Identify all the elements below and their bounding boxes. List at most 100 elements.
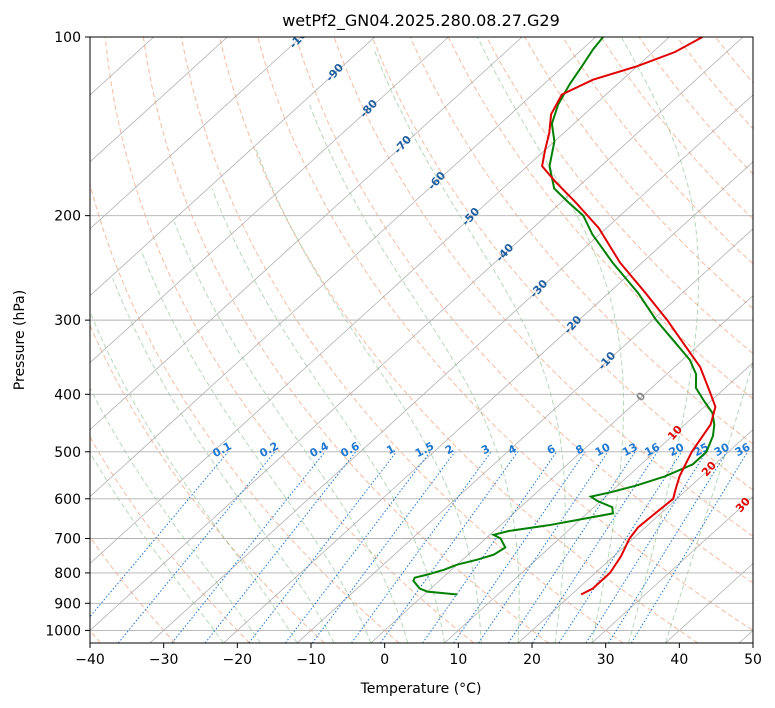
isotherm [444, 362, 753, 643]
y-tick-label: 700 [54, 532, 81, 548]
dewpoint-line [412, 37, 716, 596]
mixing-ratio-line [379, 451, 519, 643]
chart-title: wetPf2_GN04.2025.280.08.27.G29 [282, 11, 560, 31]
isotherm [370, 295, 753, 643]
x-axis-label: Temperature (°C) [360, 681, 482, 697]
isotherm [591, 496, 753, 643]
x-tick-label: 50 [744, 652, 762, 668]
moist-adiabat [309, 104, 520, 643]
dry-adiabat [142, 37, 549, 643]
isotherm-label: 40 [767, 531, 775, 551]
x-axis-ticks: −40 −30 −20 −10 0 10 20 30 40 50 [75, 643, 762, 668]
moist-adiabat [476, 37, 624, 643]
mixing-ratio-line [171, 451, 326, 643]
mixing-ratio-line [90, 451, 229, 618]
mixing-ratio-line [422, 451, 557, 643]
moist-adiabat [173, 221, 409, 643]
dry-adiabat [371, 37, 753, 491]
x-tick-label: −10 [296, 652, 326, 668]
moist-adiabat [112, 278, 335, 643]
mixing-ratio-label: 3 [479, 442, 492, 457]
mixing-ratio-line [248, 451, 397, 643]
plot-frame [89, 36, 754, 644]
x-tick-label: −40 [75, 652, 105, 668]
dry-adiabat [409, 37, 753, 445]
mixing-ratio-label: 10 [593, 440, 613, 459]
dry-adiabat [333, 37, 753, 537]
moist-adiabat [665, 360, 753, 643]
y-tick-label: 500 [54, 445, 81, 461]
y-tick-label: 400 [54, 387, 81, 403]
moist-adiabats [90, 37, 753, 643]
isotherm [90, 37, 375, 297]
mixing-ratio-line [585, 451, 707, 643]
x-tick-label: 20 [523, 652, 541, 668]
isotherm [90, 37, 449, 364]
isotherm [90, 37, 523, 431]
mixing-ratio-label: 20 [667, 440, 687, 459]
isotherm [296, 228, 753, 643]
moist-adiabat [90, 387, 261, 643]
dry-adiabats [90, 37, 753, 643]
dry-adiabat [180, 37, 624, 643]
dry-adiabat [562, 37, 753, 265]
moist-adiabat [141, 251, 372, 643]
mixing-ratio-label: 16 [642, 440, 662, 459]
y-axis-label: Pressure (hPa) [12, 290, 28, 390]
mixing-ratio-label: 0.2 [257, 439, 280, 460]
mixing-ratio-line [117, 451, 276, 643]
mixing-ratio-label: 30 [712, 440, 732, 459]
mixing-ratio-label: 36 [733, 440, 753, 459]
isotherm [517, 429, 753, 643]
isotherm [149, 94, 753, 643]
moist-adiabat [620, 37, 700, 643]
y-tick-label: 300 [54, 313, 81, 329]
x-tick-label: 10 [449, 652, 467, 668]
pressure-gridlines [90, 37, 753, 631]
isotherm [90, 37, 228, 163]
y-axis-ticks: 100 200 300 400 500 600 700 800 900 1000 [45, 30, 90, 639]
x-tick-label: 40 [670, 652, 688, 668]
moist-adiabat [90, 310, 298, 643]
moist-adiabat [255, 149, 482, 643]
moist-adiabat [211, 188, 445, 643]
mixing-ratio-line [558, 451, 682, 643]
mixing-ratio-line [285, 451, 431, 643]
isotherm [90, 37, 596, 498]
mixing-ratio-label: 0.4 [308, 439, 332, 460]
isotherm [223, 161, 753, 643]
dry-adiabat [486, 37, 753, 355]
dry-adiabat [257, 37, 753, 631]
dry-adiabat [295, 37, 753, 584]
dry-adiabat [638, 37, 753, 175]
temperature-line [541, 37, 717, 596]
mixing-ratio-line [311, 451, 456, 643]
mixing-ratio-line [608, 451, 728, 643]
dry-adiabat [90, 182, 400, 643]
isotherm [738, 629, 753, 643]
mixing-ratio-label: 6 [545, 442, 558, 457]
mixing-ratio-line [630, 451, 748, 643]
mixing-ratio-line [478, 451, 609, 643]
y-tick-label: 100 [54, 30, 81, 46]
mixing-ratio-label: 1 [384, 442, 397, 457]
dry-adiabat [104, 37, 475, 643]
y-tick-label: 900 [54, 596, 81, 612]
mixing-ratio-line [351, 451, 492, 643]
mixing-ratio-label: 13 [620, 440, 640, 459]
mixing-ratio-label: 0.1 [210, 439, 233, 460]
mixing-ratio-labels: 0.1 0.2 0.4 0.6 1 1.5 2 3 4 6 8 10 13 16 20 25 30 36 [210, 439, 752, 460]
dry-adiabat [90, 436, 251, 643]
mixing-ratio-line [532, 451, 658, 643]
y-tick-label: 600 [54, 492, 81, 508]
mixing-ratio-label: 8 [573, 442, 586, 457]
x-tick-label: 30 [597, 652, 615, 668]
isotherm [90, 37, 302, 230]
dry-adiabat [219, 37, 699, 643]
mixing-ratio-line [453, 451, 586, 643]
isotherm [90, 37, 670, 565]
x-tick-label: −30 [149, 652, 179, 668]
isotherm-lines [90, 37, 753, 643]
x-tick-label: 0 [380, 652, 389, 668]
